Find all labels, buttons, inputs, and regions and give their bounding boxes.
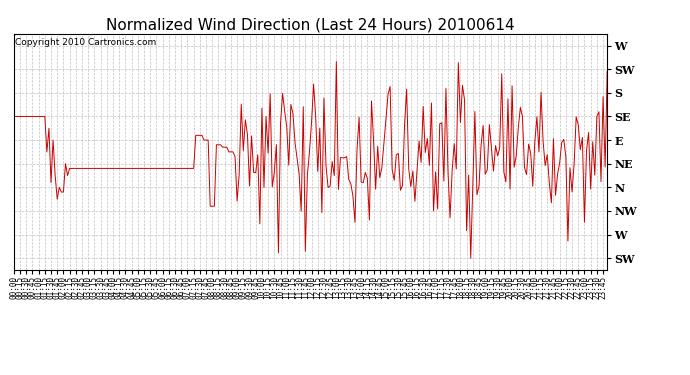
Text: Copyright 2010 Cartronics.com: Copyright 2010 Cartronics.com [15,39,156,48]
Title: Normalized Wind Direction (Last 24 Hours) 20100614: Normalized Wind Direction (Last 24 Hours… [106,18,515,33]
